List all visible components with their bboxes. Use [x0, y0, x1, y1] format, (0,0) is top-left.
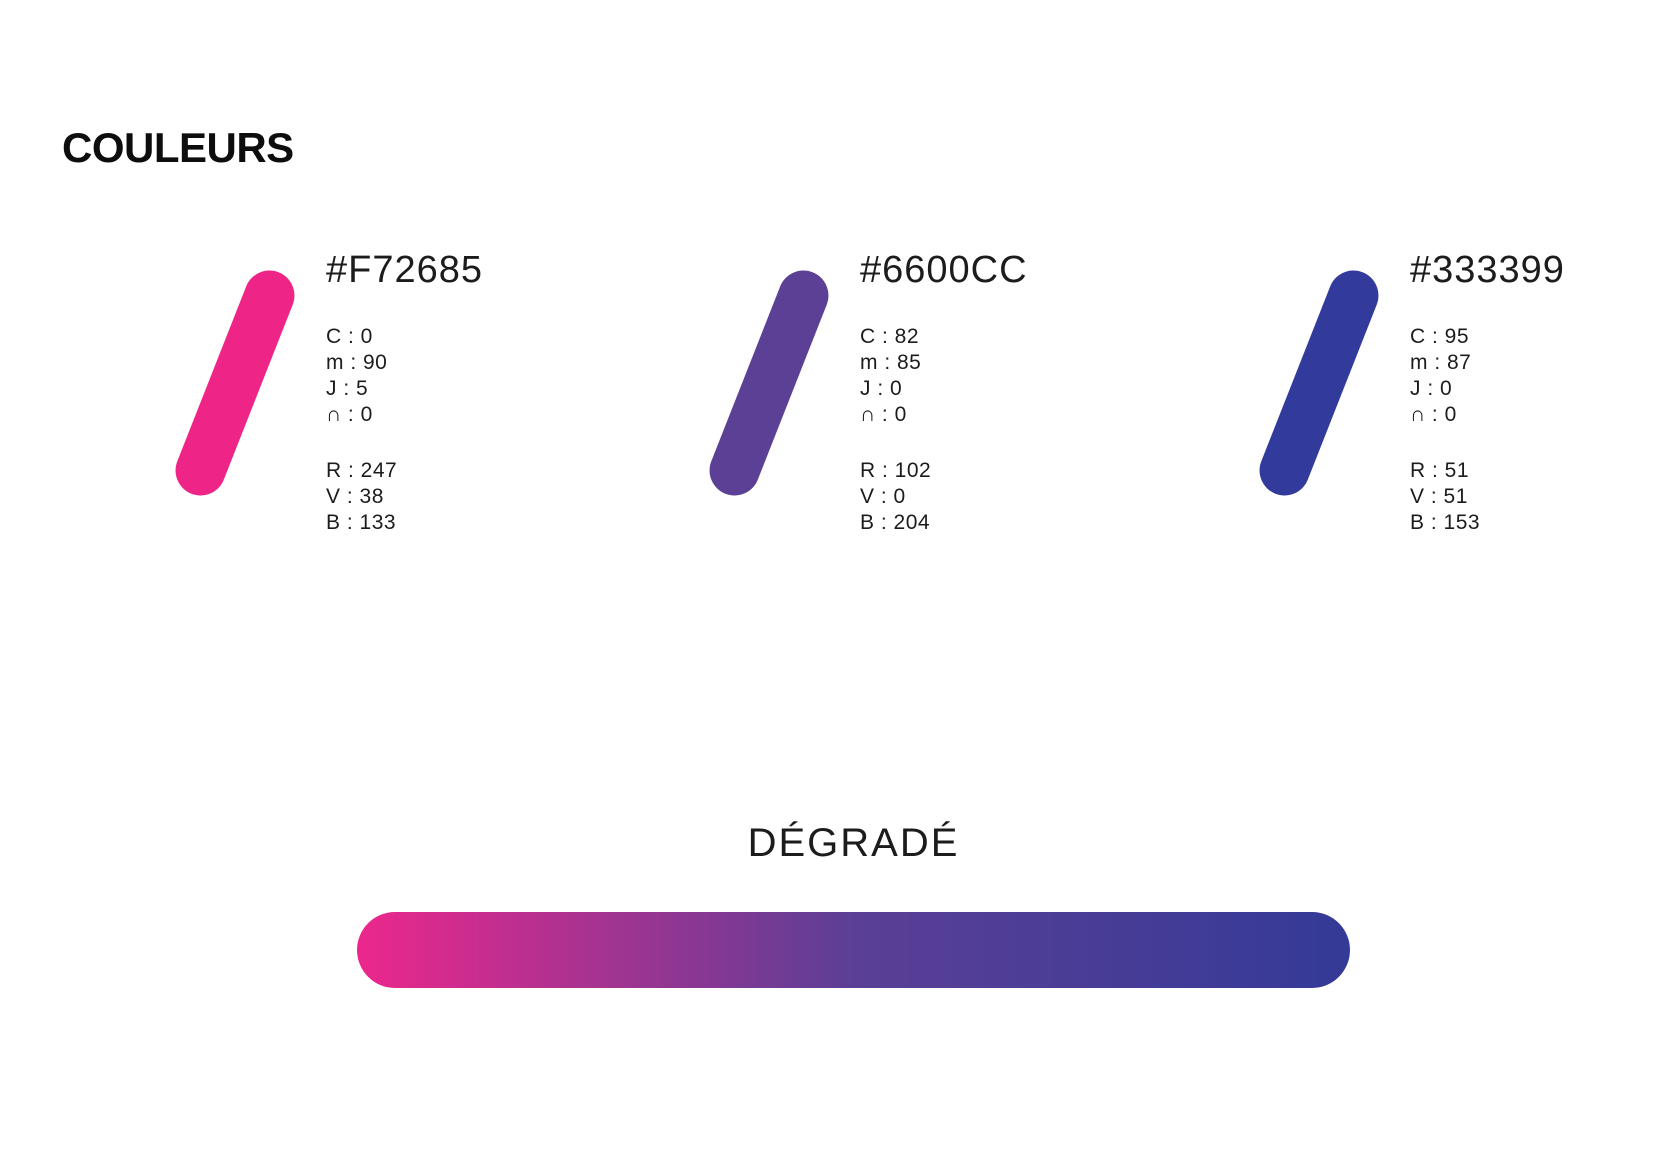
gradient-bar	[357, 912, 1350, 988]
cmyk-j-line: J : 0	[1410, 377, 1453, 400]
rgb-r-line: R : 102	[860, 459, 932, 482]
cmyk-n-line: ∩ : 0	[326, 403, 373, 426]
cmyk-values: C : 0 m : 90 J : 5 ∩ : 0	[326, 324, 387, 428]
hex-code-label: #333399	[1410, 249, 1565, 291]
cmyk-m-line: m : 85	[860, 351, 922, 374]
hex-code-label: #6600CC	[860, 249, 1028, 291]
color-card-text: #333399 C : 95 m : 87 J : 0 ∩ : 0 R : 51…	[1410, 249, 1656, 534]
hex-code-label: #F72685	[326, 249, 484, 291]
cmyk-values: C : 82 m : 85 J : 0 ∩ : 0	[860, 324, 921, 428]
rgb-values: R : 247 V : 38 B : 133	[326, 458, 397, 536]
cmyk-j-line: J : 0	[860, 377, 903, 400]
page-title: COULEURS	[62, 124, 294, 172]
cmyk-c-line: C : 82	[860, 325, 920, 348]
cmyk-n-line: ∩ : 0	[860, 403, 907, 426]
color-card-text: #6600CC C : 82 m : 85 J : 0 ∩ : 0 R : 10…	[860, 249, 1140, 534]
rgb-b-line: B : 153	[1410, 511, 1481, 534]
rgb-r-line: R : 247	[326, 459, 398, 482]
cmyk-m-line: m : 87	[1410, 351, 1472, 374]
color-swatch-pill	[702, 263, 836, 503]
cmyk-c-line: C : 95	[1410, 325, 1470, 348]
cmyk-j-line: J : 5	[326, 377, 369, 400]
color-card-text: #F72685 C : 0 m : 90 J : 5 ∩ : 0 R : 247…	[326, 249, 606, 534]
cmyk-values: C : 95 m : 87 J : 0 ∩ : 0	[1410, 324, 1471, 428]
color-card-333399: #333399 C : 95 m : 87 J : 0 ∩ : 0 R : 51…	[1252, 250, 1656, 550]
rgb-v-line: V : 51	[1410, 485, 1468, 508]
rgb-b-line: B : 133	[326, 511, 397, 534]
gradient-title: DÉGRADÉ	[747, 821, 960, 865]
color-card-6600cc: #6600CC C : 82 m : 85 J : 0 ∩ : 0 R : 10…	[702, 250, 1142, 550]
cmyk-c-line: C : 0	[326, 325, 373, 348]
rgb-b-line: B : 204	[860, 511, 931, 534]
rgb-values: R : 102 V : 0 B : 204	[860, 458, 931, 536]
rgb-v-line: V : 38	[326, 485, 384, 508]
rgb-v-line: V : 0	[860, 485, 906, 508]
cmyk-n-line: ∩ : 0	[1410, 403, 1457, 426]
color-swatch-pill	[1252, 263, 1386, 503]
color-card-f72685: #F72685 C : 0 m : 90 J : 5 ∩ : 0 R : 247…	[168, 250, 608, 550]
rgb-values: R : 51 V : 51 B : 153	[1410, 458, 1480, 536]
color-swatch-pill	[168, 263, 302, 503]
gradient-section: DÉGRADÉ	[357, 822, 1350, 988]
rgb-r-line: R : 51	[1410, 459, 1470, 482]
cmyk-m-line: m : 90	[326, 351, 388, 374]
